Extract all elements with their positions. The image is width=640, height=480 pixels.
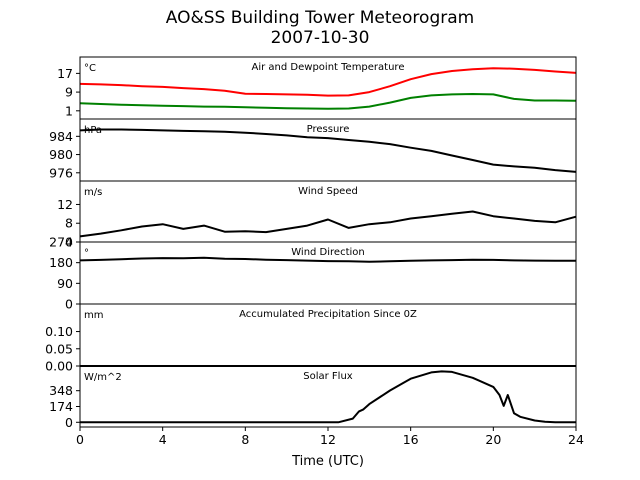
panel6-y-tick-label: 174 <box>49 399 73 414</box>
x-axis-tick-label: 8 <box>241 432 249 447</box>
panel4-y-tick-label: 0 <box>65 297 73 312</box>
panel1-title: Air and Dewpoint Temperature <box>252 62 405 73</box>
panel1-y-tick-label: 9 <box>65 85 73 100</box>
panel5-unit-label: mm <box>84 310 103 321</box>
panel2-title: Pressure <box>307 124 350 135</box>
chart-title-line1: AO&SS Building Tower Meteorogram <box>165 8 475 28</box>
panel1-unit-label: °C <box>84 63 96 74</box>
panel6-title: Solar Flux <box>303 371 353 382</box>
x-axis-tick-label: 0 <box>76 432 84 447</box>
x-axis-tick-label: 20 <box>485 432 501 447</box>
panel1-series-line-1 <box>79 67 577 97</box>
panel4-y-tick-label: 270 <box>49 235 73 250</box>
panel3-title: Wind Speed <box>298 186 358 197</box>
panel5-y-tick-label: 0.10 <box>45 324 73 339</box>
panel1-y-tick-label: 1 <box>65 103 73 118</box>
panel3-y-tick-label: 8 <box>65 216 73 231</box>
panel2-series-line-1 <box>79 128 577 173</box>
panel3-unit-label: m/s <box>84 187 102 198</box>
panel3-series-line-1 <box>79 210 577 238</box>
panel4-title: Wind Direction <box>291 247 365 258</box>
panel1-series-line-2 <box>79 93 577 110</box>
x-axis-tick-label: 16 <box>403 432 419 447</box>
x-axis-label: Time (UTC) <box>291 454 364 469</box>
panel4-unit-label: ° <box>84 248 89 259</box>
panel2-y-tick-label: 976 <box>49 165 73 180</box>
panel4-y-tick-label: 90 <box>57 276 73 291</box>
chart-title-line2: 2007-10-30 <box>270 28 370 48</box>
panel2-y-tick-label: 980 <box>49 147 73 162</box>
panel3-y-tick-label: 4 <box>65 235 73 250</box>
panel2-unit-label: hPa <box>84 125 102 136</box>
panel1-y-tick-label: 17 <box>57 66 73 81</box>
panel6-y-tick-label: 348 <box>49 383 73 398</box>
panel4-series-line-1 <box>79 256 576 263</box>
panel4-y-tick-label: 180 <box>49 255 73 270</box>
panel6-series-line-1 <box>80 370 576 424</box>
panel5-y-tick-label: 0.00 <box>45 359 73 374</box>
x-axis-tick-label: 4 <box>159 432 167 447</box>
x-axis-tick-label: 24 <box>568 432 584 447</box>
panel6-unit-label: W/m^2 <box>84 372 122 383</box>
panel2-y-tick-label: 984 <box>49 129 73 144</box>
x-axis-tick-label: 12 <box>320 432 336 447</box>
panel3-y-tick-label: 12 <box>57 197 73 212</box>
panel6-y-tick-label: 0 <box>65 415 73 430</box>
panel5-title: Accumulated Precipitation Since 0Z <box>239 309 417 320</box>
panel5-y-tick-label: 0.05 <box>45 341 73 356</box>
